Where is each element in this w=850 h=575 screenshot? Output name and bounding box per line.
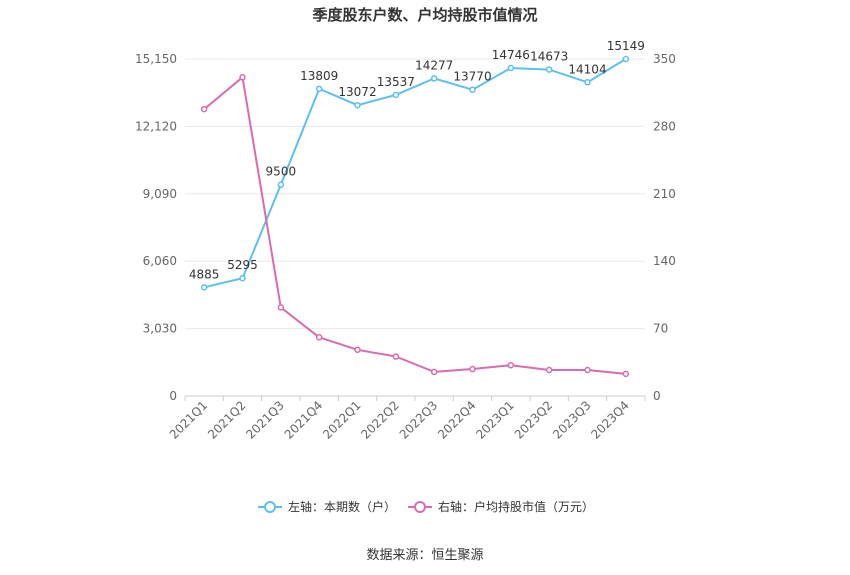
- data-point[interactable]: [545, 66, 553, 73]
- x-axis-tick-label: 2022Q4: [435, 398, 479, 442]
- data-point[interactable]: [507, 64, 515, 72]
- left-axis-ticks: 0 3,030 6,060 9,090 12,120 15,150: [135, 52, 177, 403]
- data-point[interactable]: [469, 86, 476, 93]
- data-point[interactable]: [430, 368, 438, 376]
- data-point[interactable]: [277, 304, 285, 311]
- left-axis-tick-label: 0: [169, 389, 177, 403]
- x-axis-tick-label: 2021Q1: [167, 398, 211, 442]
- right-axis-tick-label: 210: [653, 187, 676, 201]
- data-point[interactable]: [239, 274, 246, 282]
- x-axis-tick-label: 2023Q3: [550, 398, 594, 442]
- left-axis-tick-label: 3,030: [143, 322, 177, 336]
- data-point[interactable]: [584, 79, 591, 86]
- left-axis-tick-label: 15,150: [135, 52, 177, 66]
- legend-label-market-value: 右轴：户均持股市值（万元）: [438, 499, 594, 514]
- data-label: 14104: [568, 62, 606, 76]
- right-axis-tick-label: 350: [653, 52, 676, 66]
- right-axis-tick-label: 280: [653, 119, 676, 133]
- right-axis-tick-label: 0: [653, 389, 661, 403]
- right-axis-tick-label: 70: [653, 322, 668, 336]
- series-area: [200, 55, 630, 378]
- grid-lines: [185, 58, 645, 397]
- x-axis-tick-label: 2022Q1: [320, 398, 364, 442]
- chart-title: 季度股东户数、户均持股市值情况: [312, 6, 537, 24]
- x-axis-tick-label: 2021Q3: [243, 398, 287, 442]
- data-labels: 4885 5295 9500 1380913072135371427713770147…: [189, 39, 645, 281]
- legend-label-households: 左轴：本期数（户）: [288, 499, 396, 514]
- data-label: 14277: [415, 58, 453, 72]
- data-label: 13770: [453, 70, 491, 84]
- x-axis-tick-label: 2022Q3: [397, 398, 441, 442]
- series-1: [200, 74, 630, 378]
- data-point[interactable]: [507, 361, 515, 369]
- data-point[interactable]: [545, 366, 553, 374]
- data-label: 9500: [266, 165, 297, 179]
- data-point[interactable]: [392, 91, 400, 99]
- data-point[interactable]: [315, 85, 323, 93]
- legend-marker-households: [264, 501, 276, 513]
- series-0: [200, 55, 630, 291]
- x-axis: 2021Q12021Q22021Q32021Q42022Q12022Q22022…: [167, 396, 646, 442]
- data-point[interactable]: [200, 284, 208, 291]
- series-line: [203, 58, 627, 289]
- data-point[interactable]: [622, 370, 630, 378]
- legend[interactable]: 左轴：本期数（户） 右轴：户均持股市值（万元）: [258, 499, 594, 514]
- data-point[interactable]: [392, 353, 400, 360]
- data-point[interactable]: [315, 334, 323, 341]
- x-axis-tick-label: 2023Q1: [473, 398, 517, 442]
- left-axis-tick-label: 6,060: [143, 254, 177, 268]
- data-label: 14673: [530, 50, 568, 64]
- data-label: 4885: [189, 267, 220, 281]
- left-axis-tick-label: 9,090: [143, 187, 177, 201]
- x-axis-tick-label: 2022Q2: [358, 398, 402, 442]
- data-point[interactable]: [584, 366, 591, 374]
- legend-item-market-value[interactable]: 右轴：户均持股市值（万元）: [408, 499, 594, 514]
- data-label: 14746: [492, 48, 530, 62]
- data-point[interactable]: [430, 75, 438, 82]
- left-axis-tick-label: 12,120: [135, 119, 177, 133]
- x-axis-tick-label: 2023Q2: [512, 398, 556, 442]
- legend-item-households[interactable]: 左轴：本期数（户）: [258, 499, 396, 514]
- data-point[interactable]: [469, 365, 476, 373]
- legend-marker-market-value: [414, 501, 426, 513]
- right-axis-ticks: 0 70 140 210 280 350: [653, 52, 676, 403]
- x-axis-tick-label: 2021Q4: [282, 398, 326, 442]
- data-label: 13809: [300, 69, 338, 83]
- data-point[interactable]: [622, 55, 630, 63]
- data-label: 15149: [607, 39, 645, 53]
- right-axis-tick-label: 140: [653, 254, 676, 268]
- data-point[interactable]: [354, 346, 361, 354]
- data-source: 数据来源：恒生聚源: [366, 548, 483, 563]
- data-label: 13537: [377, 75, 415, 89]
- data-point[interactable]: [239, 74, 246, 81]
- x-axis-tick-label: 2023Q4: [588, 398, 632, 442]
- data-point[interactable]: [200, 105, 208, 113]
- data-point[interactable]: [277, 181, 285, 188]
- data-label: 13072: [338, 85, 376, 99]
- series-line: [203, 75, 626, 375]
- data-point[interactable]: [354, 101, 361, 109]
- data-label: 5295: [227, 258, 258, 272]
- x-axis-tick-label: 2021Q2: [205, 398, 249, 442]
